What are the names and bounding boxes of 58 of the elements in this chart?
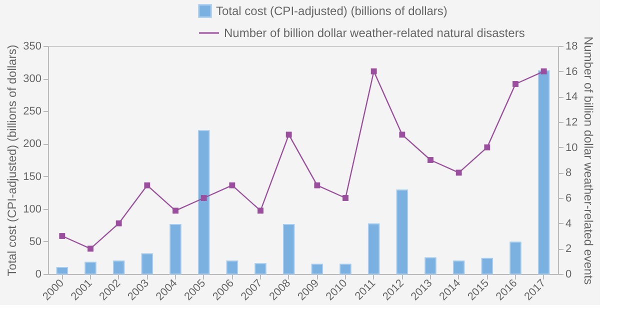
bar (368, 223, 380, 274)
point (342, 195, 348, 201)
bar (226, 260, 238, 274)
bar (340, 264, 352, 274)
y-tick-label: 0 (35, 268, 42, 280)
point (286, 132, 292, 138)
bar (452, 260, 465, 274)
y2-tick-label: 18 (566, 40, 578, 52)
point (399, 132, 406, 138)
point (59, 233, 66, 239)
y2-tick-label: 8 (566, 167, 572, 180)
bar (141, 253, 154, 274)
y2-axis-title: Number of billion dollar weather-related events (582, 36, 596, 285)
y2-tick-label: 10 (566, 142, 578, 154)
point (370, 68, 377, 74)
y-tick-label: 300 (23, 73, 42, 86)
y2-tick-label: 16 (566, 66, 578, 78)
bar (481, 258, 494, 274)
bar (282, 224, 295, 274)
y-tick-label: 350 (23, 40, 42, 52)
point (540, 68, 547, 74)
point (314, 182, 320, 188)
y2-tick-label: 2 (566, 243, 572, 256)
legend-label: Total cost (CPI-adjusted) (billions of dollars) (216, 4, 448, 18)
bar (84, 262, 96, 274)
y-tick-label: 150 (23, 170, 42, 183)
bar (198, 130, 210, 274)
bar (396, 189, 408, 274)
point (172, 208, 178, 214)
bar (538, 70, 550, 274)
point (229, 182, 236, 188)
bar (112, 260, 125, 274)
bar (311, 264, 324, 274)
bar (56, 266, 68, 274)
point (258, 208, 264, 214)
bar (170, 224, 182, 274)
bar (254, 263, 266, 274)
point (456, 170, 462, 176)
point (116, 220, 122, 226)
y-tick-label: 200 (23, 138, 42, 150)
point (88, 246, 94, 252)
y2-tick-label: 14 (566, 91, 578, 104)
y-tick-label: 50 (29, 236, 42, 248)
point (200, 195, 207, 201)
y2-tick-label: 12 (566, 116, 578, 128)
bar (510, 242, 522, 274)
y-tick-label: 100 (23, 203, 42, 216)
y2-tick-label: 4 (566, 218, 572, 230)
y-tick-label: 250 (23, 106, 42, 118)
point (144, 182, 150, 188)
y-axis-title: Total cost (CPI-adjusted) (billions of dollars) (5, 44, 20, 276)
legend-label: Number of billion dollar weather-related natural disasters (224, 26, 525, 40)
y2-tick-label: 6 (566, 192, 572, 204)
point (512, 81, 518, 87)
y2-tick-label: 0 (566, 268, 572, 280)
point (428, 157, 434, 163)
bar (424, 257, 436, 274)
point (484, 144, 490, 150)
